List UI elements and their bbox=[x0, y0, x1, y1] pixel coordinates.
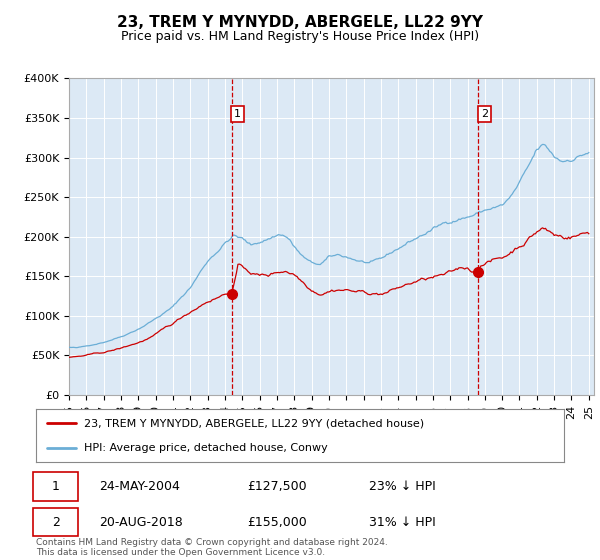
Text: 20-AUG-2018: 20-AUG-2018 bbox=[100, 516, 183, 529]
Text: 2: 2 bbox=[481, 109, 488, 119]
Text: 1: 1 bbox=[52, 480, 60, 493]
Text: 31% ↓ HPI: 31% ↓ HPI bbox=[368, 516, 436, 529]
Text: 23, TREM Y MYNYDD, ABERGELE, LL22 9YY (detached house): 23, TREM Y MYNYDD, ABERGELE, LL22 9YY (d… bbox=[83, 418, 424, 428]
Text: Price paid vs. HM Land Registry's House Price Index (HPI): Price paid vs. HM Land Registry's House … bbox=[121, 30, 479, 43]
FancyBboxPatch shape bbox=[34, 472, 78, 501]
FancyBboxPatch shape bbox=[34, 508, 78, 536]
Text: HPI: Average price, detached house, Conwy: HPI: Average price, detached house, Conw… bbox=[83, 442, 327, 452]
Text: 24-MAY-2004: 24-MAY-2004 bbox=[100, 480, 180, 493]
Text: £155,000: £155,000 bbox=[247, 516, 307, 529]
Text: 23% ↓ HPI: 23% ↓ HPI bbox=[368, 480, 436, 493]
Text: 23, TREM Y MYNYDD, ABERGELE, LL22 9YY: 23, TREM Y MYNYDD, ABERGELE, LL22 9YY bbox=[117, 15, 483, 30]
Text: 2: 2 bbox=[52, 516, 60, 529]
Text: £127,500: £127,500 bbox=[247, 480, 307, 493]
Text: 1: 1 bbox=[234, 109, 241, 119]
Text: Contains HM Land Registry data © Crown copyright and database right 2024.
This d: Contains HM Land Registry data © Crown c… bbox=[36, 538, 388, 557]
